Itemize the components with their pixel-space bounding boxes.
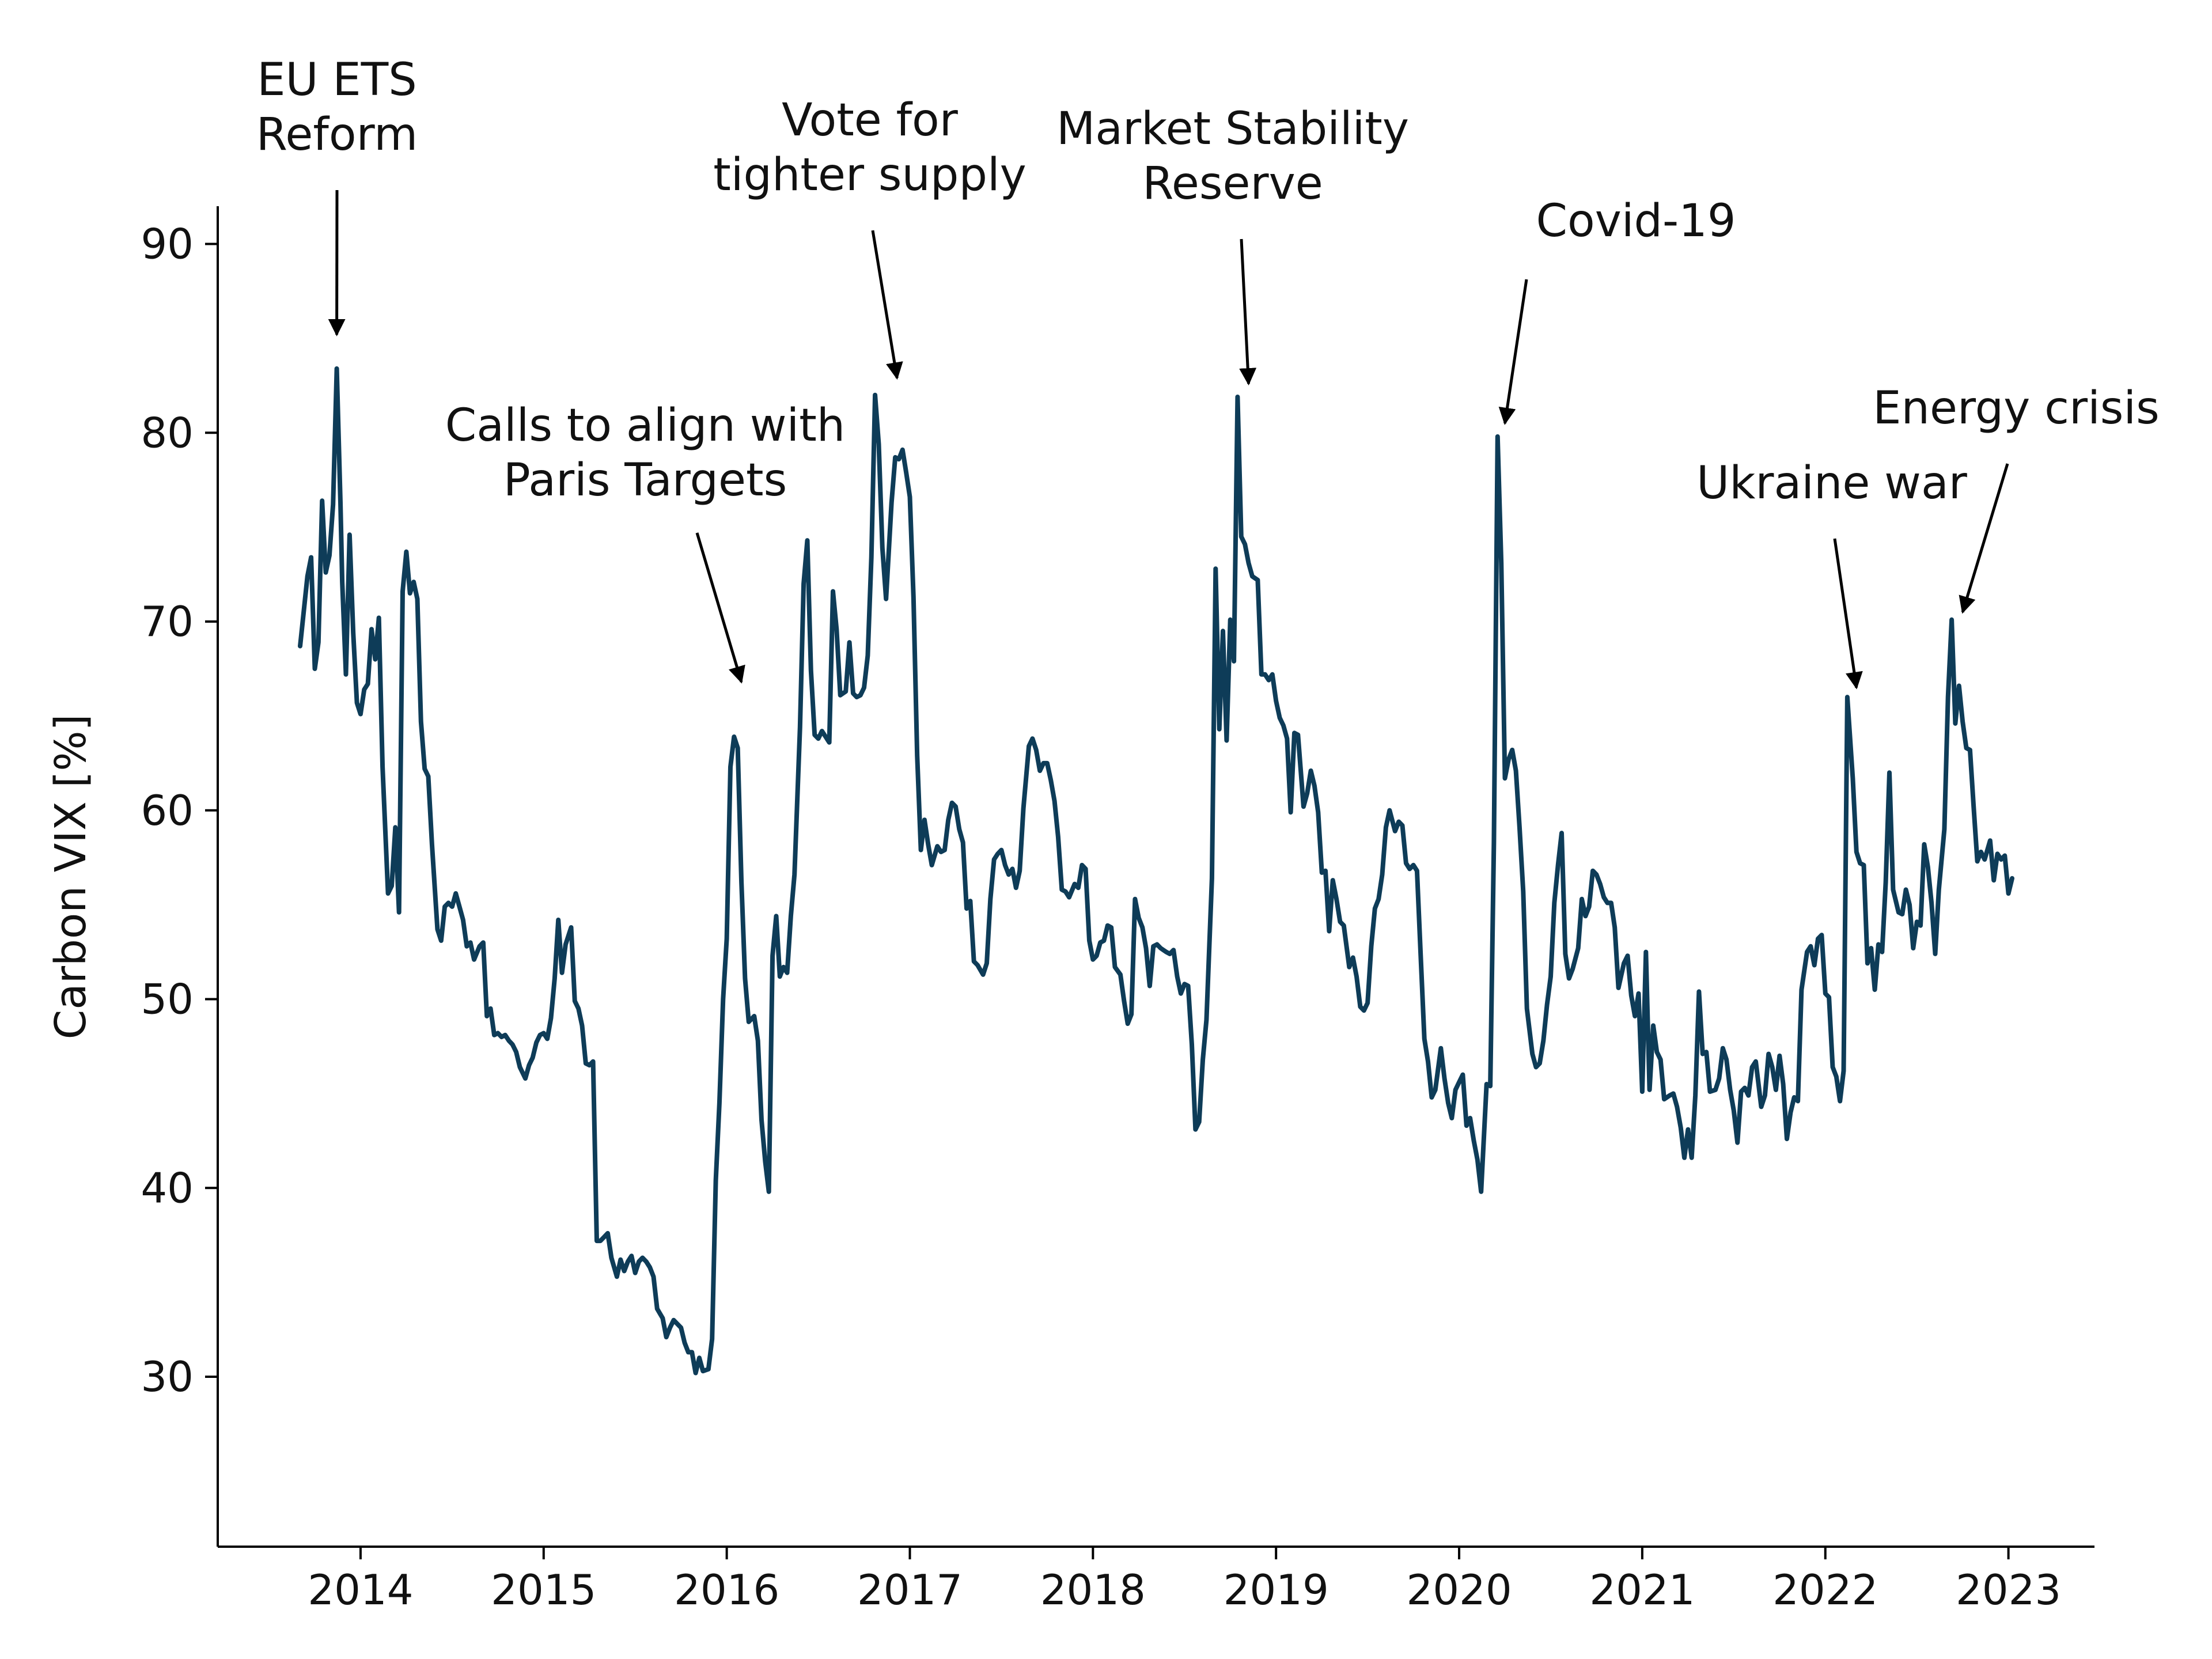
annotation: Calls to align with Paris Targets bbox=[445, 400, 846, 684]
annotation-arrow bbox=[695, 532, 745, 684]
annotation: Ukraine war bbox=[1696, 457, 1968, 690]
x-tick-label: 2017 bbox=[857, 1566, 963, 1614]
annotations: EU ETS Reform Calls to align with Paris Tar… bbox=[256, 54, 2160, 690]
annotation-line: Market Stability bbox=[1056, 103, 1409, 155]
x-tick-label: 2019 bbox=[1224, 1566, 1329, 1614]
y-tick-label: 70 bbox=[141, 597, 194, 646]
annotation-text: EU ETS Reform bbox=[256, 54, 418, 161]
y-tick-label: 60 bbox=[141, 786, 194, 835]
annotation-text: Ukraine war bbox=[1696, 457, 1968, 509]
annotation: Energy crisis bbox=[1873, 382, 2160, 614]
annotation-line: Reform bbox=[256, 109, 418, 161]
x-tick-label: 2015 bbox=[491, 1566, 596, 1614]
annotation-text: Energy crisis bbox=[1873, 382, 2159, 434]
y-tick-label: 40 bbox=[141, 1164, 194, 1212]
x-tick-label: 2021 bbox=[1589, 1566, 1695, 1614]
y-tick-label: 90 bbox=[141, 220, 194, 268]
annotation-text: Covid-19 bbox=[1536, 195, 1736, 247]
annotation: EU ETS Reform bbox=[256, 54, 418, 336]
annotation-text: Market Stability Reserve bbox=[1056, 103, 1409, 210]
y-axis-ticks: 30 40 50 60 70 80 90 bbox=[141, 220, 218, 1401]
annotation-arrow bbox=[1959, 463, 2009, 614]
annotation-line: tighter supply bbox=[713, 149, 1027, 201]
annotation-line: Vote for bbox=[782, 94, 959, 146]
annotation-line: Paris Targets bbox=[503, 454, 787, 506]
series-line bbox=[298, 366, 2014, 1376]
x-tick-label: 2020 bbox=[1406, 1566, 1512, 1614]
annotation-text: Calls to align with Paris Targets bbox=[445, 400, 846, 506]
x-tick-label: 2023 bbox=[1956, 1566, 2061, 1614]
annotation-arrow bbox=[1833, 538, 1863, 690]
annotation-line: Energy crisis bbox=[1873, 382, 2159, 434]
x-tick-label: 2018 bbox=[1040, 1566, 1146, 1614]
annotation: Vote for tighter supply bbox=[713, 94, 1027, 380]
y-tick-label: 80 bbox=[141, 408, 194, 457]
annotation-text: Vote for tighter supply bbox=[713, 94, 1027, 201]
annotation-line: Calls to align with bbox=[445, 400, 846, 452]
annotation: Covid-19 bbox=[1498, 195, 1736, 425]
y-tick-label: 50 bbox=[141, 975, 194, 1024]
annotation-line: EU ETS bbox=[257, 54, 417, 106]
x-tick-label: 2022 bbox=[1772, 1566, 1878, 1614]
x-axis-ticks: 2014 2015 2016 2017 2018 2019 2020 2021 2022 2023 bbox=[308, 1547, 2061, 1614]
annotation-line: Covid-19 bbox=[1536, 195, 1736, 247]
annotation: Market Stability Reserve bbox=[1056, 103, 1409, 386]
y-tick-label: 30 bbox=[141, 1353, 194, 1401]
annotation-line: Ukraine war bbox=[1696, 457, 1968, 509]
x-tick-label: 2014 bbox=[308, 1566, 413, 1614]
y-axis-label: Carbon VIX [%] bbox=[46, 714, 96, 1040]
annotation-arrow bbox=[871, 230, 903, 380]
x-tick-label: 2016 bbox=[674, 1566, 779, 1614]
annotation-line: Reserve bbox=[1142, 158, 1323, 210]
annotation-arrow bbox=[1239, 238, 1257, 386]
annotation-arrow bbox=[1498, 279, 1528, 425]
